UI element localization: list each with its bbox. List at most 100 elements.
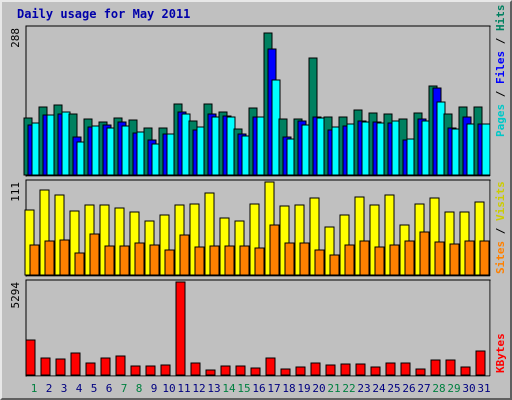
sites-bar-day-12 [194,246,205,276]
kbytes-panel [25,279,491,377]
sites-bar-day-28 [434,241,445,276]
sites-bar-day-2 [44,240,55,276]
legend-kbytes-part: KBytes [494,333,507,373]
sites-bar-day-6 [104,245,115,276]
kbytes-bar-day-31 [475,350,486,376]
sites-bar-day-1 [29,244,40,276]
sites-bar-day-15 [239,245,250,276]
y-max-label: 288 [9,28,22,48]
kbytes-bar-day-22 [340,363,351,376]
x-tick-day-4: 4 [76,382,83,395]
kbytes-bar-day-20 [310,362,321,376]
sites-bar-day-31 [479,240,490,276]
kbytes-bar-day-9 [145,365,156,376]
sites-bar-day-23 [359,240,370,276]
x-tick-day-3: 3 [61,382,68,395]
kbytes-bar-day-13 [205,369,216,376]
sites-bar-day-27 [419,231,430,276]
x-tick-day-25: 25 [387,382,400,395]
legend-pages-files-hits-part: Files [494,51,507,84]
kbytes-bar-day-14 [220,365,231,376]
x-tick-day-20: 20 [312,382,325,395]
x-tick-day-30: 30 [462,382,475,395]
kbytes-bar-day-26 [400,362,411,376]
kbytes-bar-day-17 [265,357,276,376]
kbytes-bar-day-19 [295,366,306,376]
kbytes-bar-day-27 [415,368,426,376]
x-tick-day-11: 11 [177,382,190,395]
sites-bar-day-3 [59,239,70,276]
kbytes-bar-day-5 [85,362,96,376]
sites-bar-day-8 [134,242,145,276]
kbytes-bar-day-23 [355,363,366,376]
sites-bar-day-5 [89,233,100,276]
x-tick-day-2: 2 [46,382,53,395]
sites-bar-day-19 [299,242,310,276]
sites-bar-day-4 [74,252,85,276]
sites-bar-day-29 [449,243,460,276]
kbytes-bar-day-25 [385,362,396,376]
sites-bar-day-10 [164,249,175,276]
x-tick-day-22: 22 [342,382,355,395]
x-tick-day-6: 6 [106,382,113,395]
x-tick-day-10: 10 [162,382,175,395]
y-max-label: 5294 [9,282,22,309]
sites-bar-day-22 [344,244,355,276]
kbytes-bar-day-3 [55,358,66,376]
legend-pages-files-hits: Pages / Files / Hits [494,5,507,138]
legend-pages-files-hits-part: Pages [494,104,507,137]
legend-pages-files-hits-part: / [494,31,507,51]
kbytes-bar-day-16 [250,367,261,376]
legend-sites-visits-part: / [494,221,507,241]
sites-bar-day-17 [269,224,280,276]
x-tick-day-16: 16 [252,382,265,395]
kbytes-bar-day-2 [40,357,51,376]
sites-bar-day-13 [209,245,220,276]
sites-bar-day-24 [374,246,385,276]
kbytes-bar-day-12 [190,362,201,376]
sites-bar-day-21 [329,254,340,276]
x-tick-day-29: 29 [447,382,460,395]
x-tick-day-15: 15 [237,382,250,395]
kbytes-bar-day-28 [430,359,441,376]
kbytes-bar-day-6 [100,357,111,376]
legend-sites-visits-part: Sites [494,241,507,274]
x-tick-day-14: 14 [222,382,236,395]
kbytes-bar-day-24 [370,366,381,376]
sites-bar-day-16 [254,247,265,276]
x-tick-day-18: 18 [282,382,295,395]
sites-bar-day-30 [464,240,475,276]
x-tick-day-12: 12 [192,382,205,395]
x-tick-day-31: 31 [477,382,490,395]
x-tick-day-9: 9 [151,382,158,395]
x-tick-day-23: 23 [357,382,370,395]
legend-kbytes: KBytes [494,333,507,373]
x-tick-day-1: 1 [31,382,38,395]
sites-bar-day-11 [179,234,190,276]
x-tick-day-27: 27 [417,382,430,395]
pages-bar-day-31 [481,123,491,176]
sites-bar-day-14 [224,245,235,276]
x-tick-day-24: 24 [372,382,386,395]
kbytes-bar-day-4 [70,352,81,376]
x-tick-day-5: 5 [91,382,98,395]
kbytes-bar-day-1 [25,339,36,376]
legend-pages-files-hits-part: Hits [494,5,507,32]
kbytes-bar-day-11 [175,281,186,376]
kbytes-bar-day-8 [130,365,141,376]
x-tick-day-21: 21 [327,382,340,395]
sites-bar-day-7 [119,245,130,276]
x-tick-day-28: 28 [432,382,445,395]
chart-title: Daily usage for May 2011 [17,7,191,21]
sites-bar-day-20 [314,249,325,276]
legend-pages-files-hits-part: / [494,84,507,104]
kbytes-bar-day-18 [280,368,291,376]
kbytes-bar-day-29 [445,359,456,376]
legend-sites-visits: Sites / Visits [494,181,507,274]
x-tick-day-13: 13 [207,382,220,395]
sites-bar-day-26 [404,240,415,276]
x-tick-day-26: 26 [402,382,415,395]
x-tick-day-19: 19 [297,382,310,395]
x-tick-day-7: 7 [121,382,128,395]
